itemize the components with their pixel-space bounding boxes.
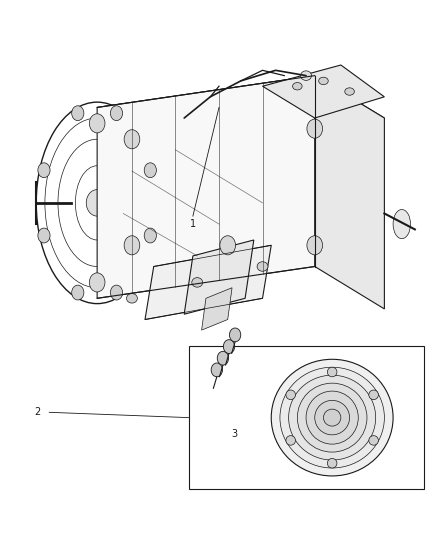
Polygon shape (184, 240, 254, 314)
Ellipse shape (293, 83, 302, 90)
Ellipse shape (300, 71, 311, 80)
Circle shape (72, 285, 84, 300)
Circle shape (220, 236, 236, 255)
Circle shape (38, 228, 50, 243)
Circle shape (144, 228, 156, 243)
Ellipse shape (257, 262, 268, 271)
Polygon shape (262, 65, 385, 118)
Ellipse shape (327, 458, 337, 468)
Polygon shape (97, 76, 315, 298)
Ellipse shape (306, 391, 358, 444)
Ellipse shape (345, 88, 354, 95)
Polygon shape (315, 76, 385, 309)
Ellipse shape (297, 383, 367, 452)
Circle shape (230, 328, 241, 342)
Ellipse shape (319, 77, 328, 85)
Circle shape (89, 273, 105, 292)
Circle shape (86, 190, 108, 216)
Ellipse shape (127, 294, 138, 303)
Ellipse shape (192, 278, 203, 287)
Circle shape (38, 163, 50, 177)
Circle shape (307, 119, 322, 138)
Circle shape (124, 130, 140, 149)
Ellipse shape (271, 359, 393, 476)
Polygon shape (97, 76, 385, 150)
Ellipse shape (369, 435, 378, 445)
Ellipse shape (289, 375, 376, 460)
Ellipse shape (323, 409, 341, 426)
Circle shape (307, 236, 322, 255)
Ellipse shape (286, 435, 296, 445)
Polygon shape (145, 245, 271, 319)
Text: 2: 2 (34, 407, 40, 417)
Text: 3: 3 (231, 429, 237, 439)
Polygon shape (201, 288, 232, 330)
Ellipse shape (280, 367, 385, 468)
Ellipse shape (369, 390, 378, 400)
Ellipse shape (286, 390, 296, 400)
Circle shape (144, 163, 156, 177)
Ellipse shape (393, 209, 410, 239)
Ellipse shape (327, 367, 337, 377)
Circle shape (110, 106, 123, 120)
Circle shape (89, 114, 105, 133)
Circle shape (110, 285, 123, 300)
Bar (188, 346, 424, 489)
Circle shape (217, 351, 229, 365)
Circle shape (211, 363, 223, 377)
Circle shape (223, 340, 235, 353)
Circle shape (124, 236, 140, 255)
Text: 1: 1 (190, 219, 196, 229)
Circle shape (72, 106, 84, 120)
Ellipse shape (315, 400, 350, 435)
